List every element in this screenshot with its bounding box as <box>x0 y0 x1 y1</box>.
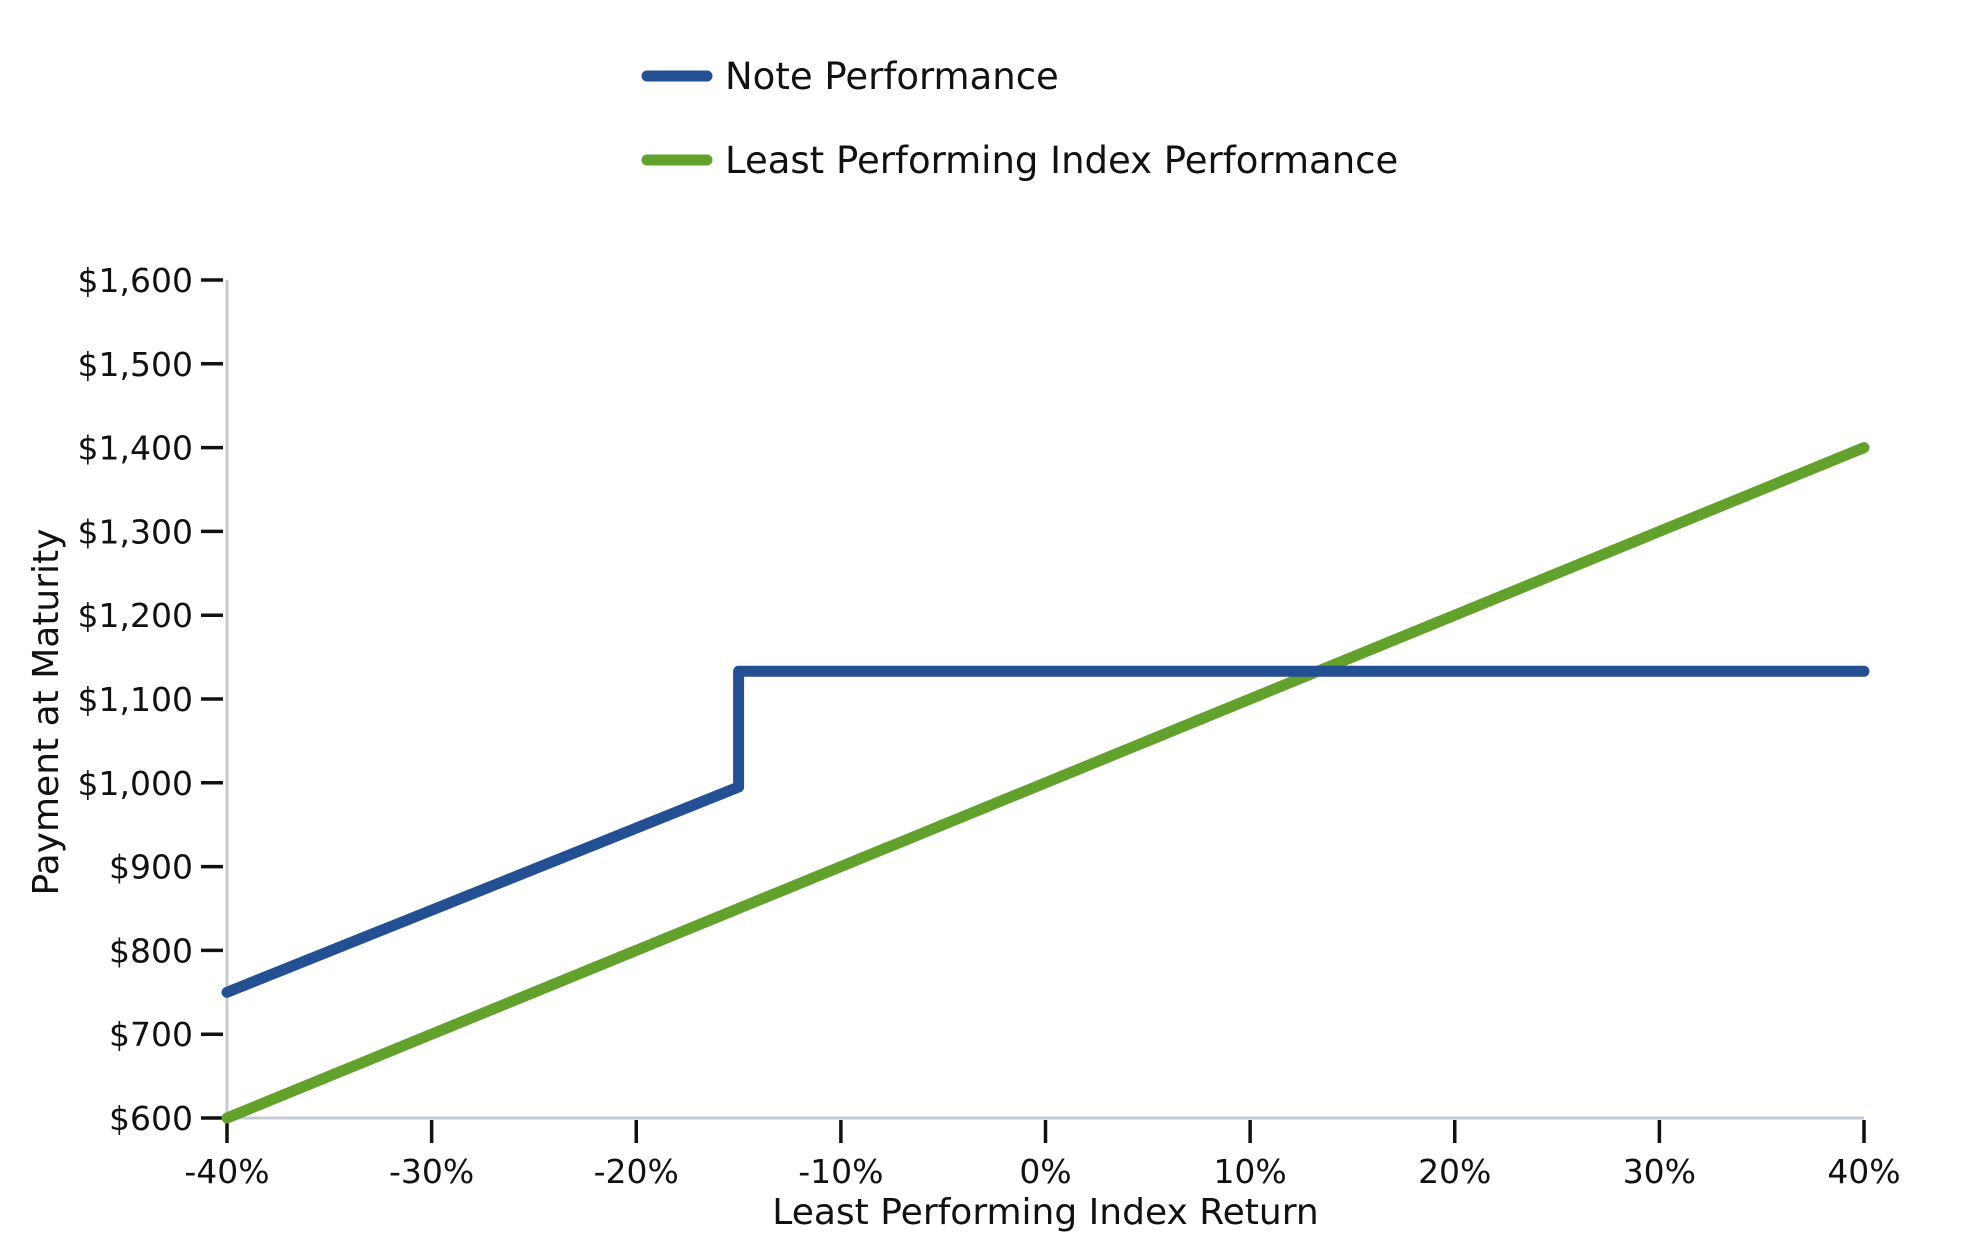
x-axis-title: Least Performing Index Return <box>772 1192 1318 1233</box>
y-tick-label: $1,000 <box>78 764 193 803</box>
y-tick-label: $1,300 <box>78 512 193 551</box>
x-ticks: -40% -30% -20% -10% 0% 10% 20% 30% 40% <box>184 1120 1901 1191</box>
legend-label: Note Performance <box>725 55 1059 98</box>
y-tick-label: $1,200 <box>78 596 193 635</box>
y-tick-label: $900 <box>109 848 193 887</box>
legend: Note Performance Least Performing Index P… <box>641 55 1398 182</box>
x-tick-label: 40% <box>1827 1152 1900 1191</box>
y-ticks: $600 $700 $800 $900 $1,000 $1,100 $1,200 $1,300… <box>78 261 223 1138</box>
y-tick-label: $600 <box>109 1099 193 1138</box>
y-axis-title: Payment at Maturity <box>26 529 67 896</box>
x-tick-label: 0% <box>1019 1152 1071 1191</box>
y-tick-label: $1,100 <box>78 680 193 719</box>
axes: $600 $700 $800 $900 $1,000 $1,100 $1,200 $1,300… <box>78 261 1901 1191</box>
series-line-note-performance <box>221 665 1870 998</box>
series-line-least-performing-index-performance <box>221 442 1870 1124</box>
x-tick-label: -30% <box>389 1152 474 1191</box>
y-tick-label: $800 <box>109 931 193 970</box>
y-tick-label: $1,500 <box>78 345 193 384</box>
x-tick-label: -20% <box>594 1152 679 1191</box>
y-tick-label: $700 <box>109 1015 193 1054</box>
y-tick-label: $1,400 <box>78 429 193 468</box>
x-tick-label: -10% <box>798 1152 883 1191</box>
series-layer <box>221 442 1870 1124</box>
legend-label: Least Performing Index Performance <box>725 139 1398 182</box>
x-tick-label: 30% <box>1623 1152 1696 1191</box>
x-tick-label: -40% <box>184 1152 269 1191</box>
x-tick-label: 10% <box>1213 1152 1286 1191</box>
x-tick-label: 20% <box>1418 1152 1491 1191</box>
y-tick-label: $1,600 <box>78 261 193 300</box>
